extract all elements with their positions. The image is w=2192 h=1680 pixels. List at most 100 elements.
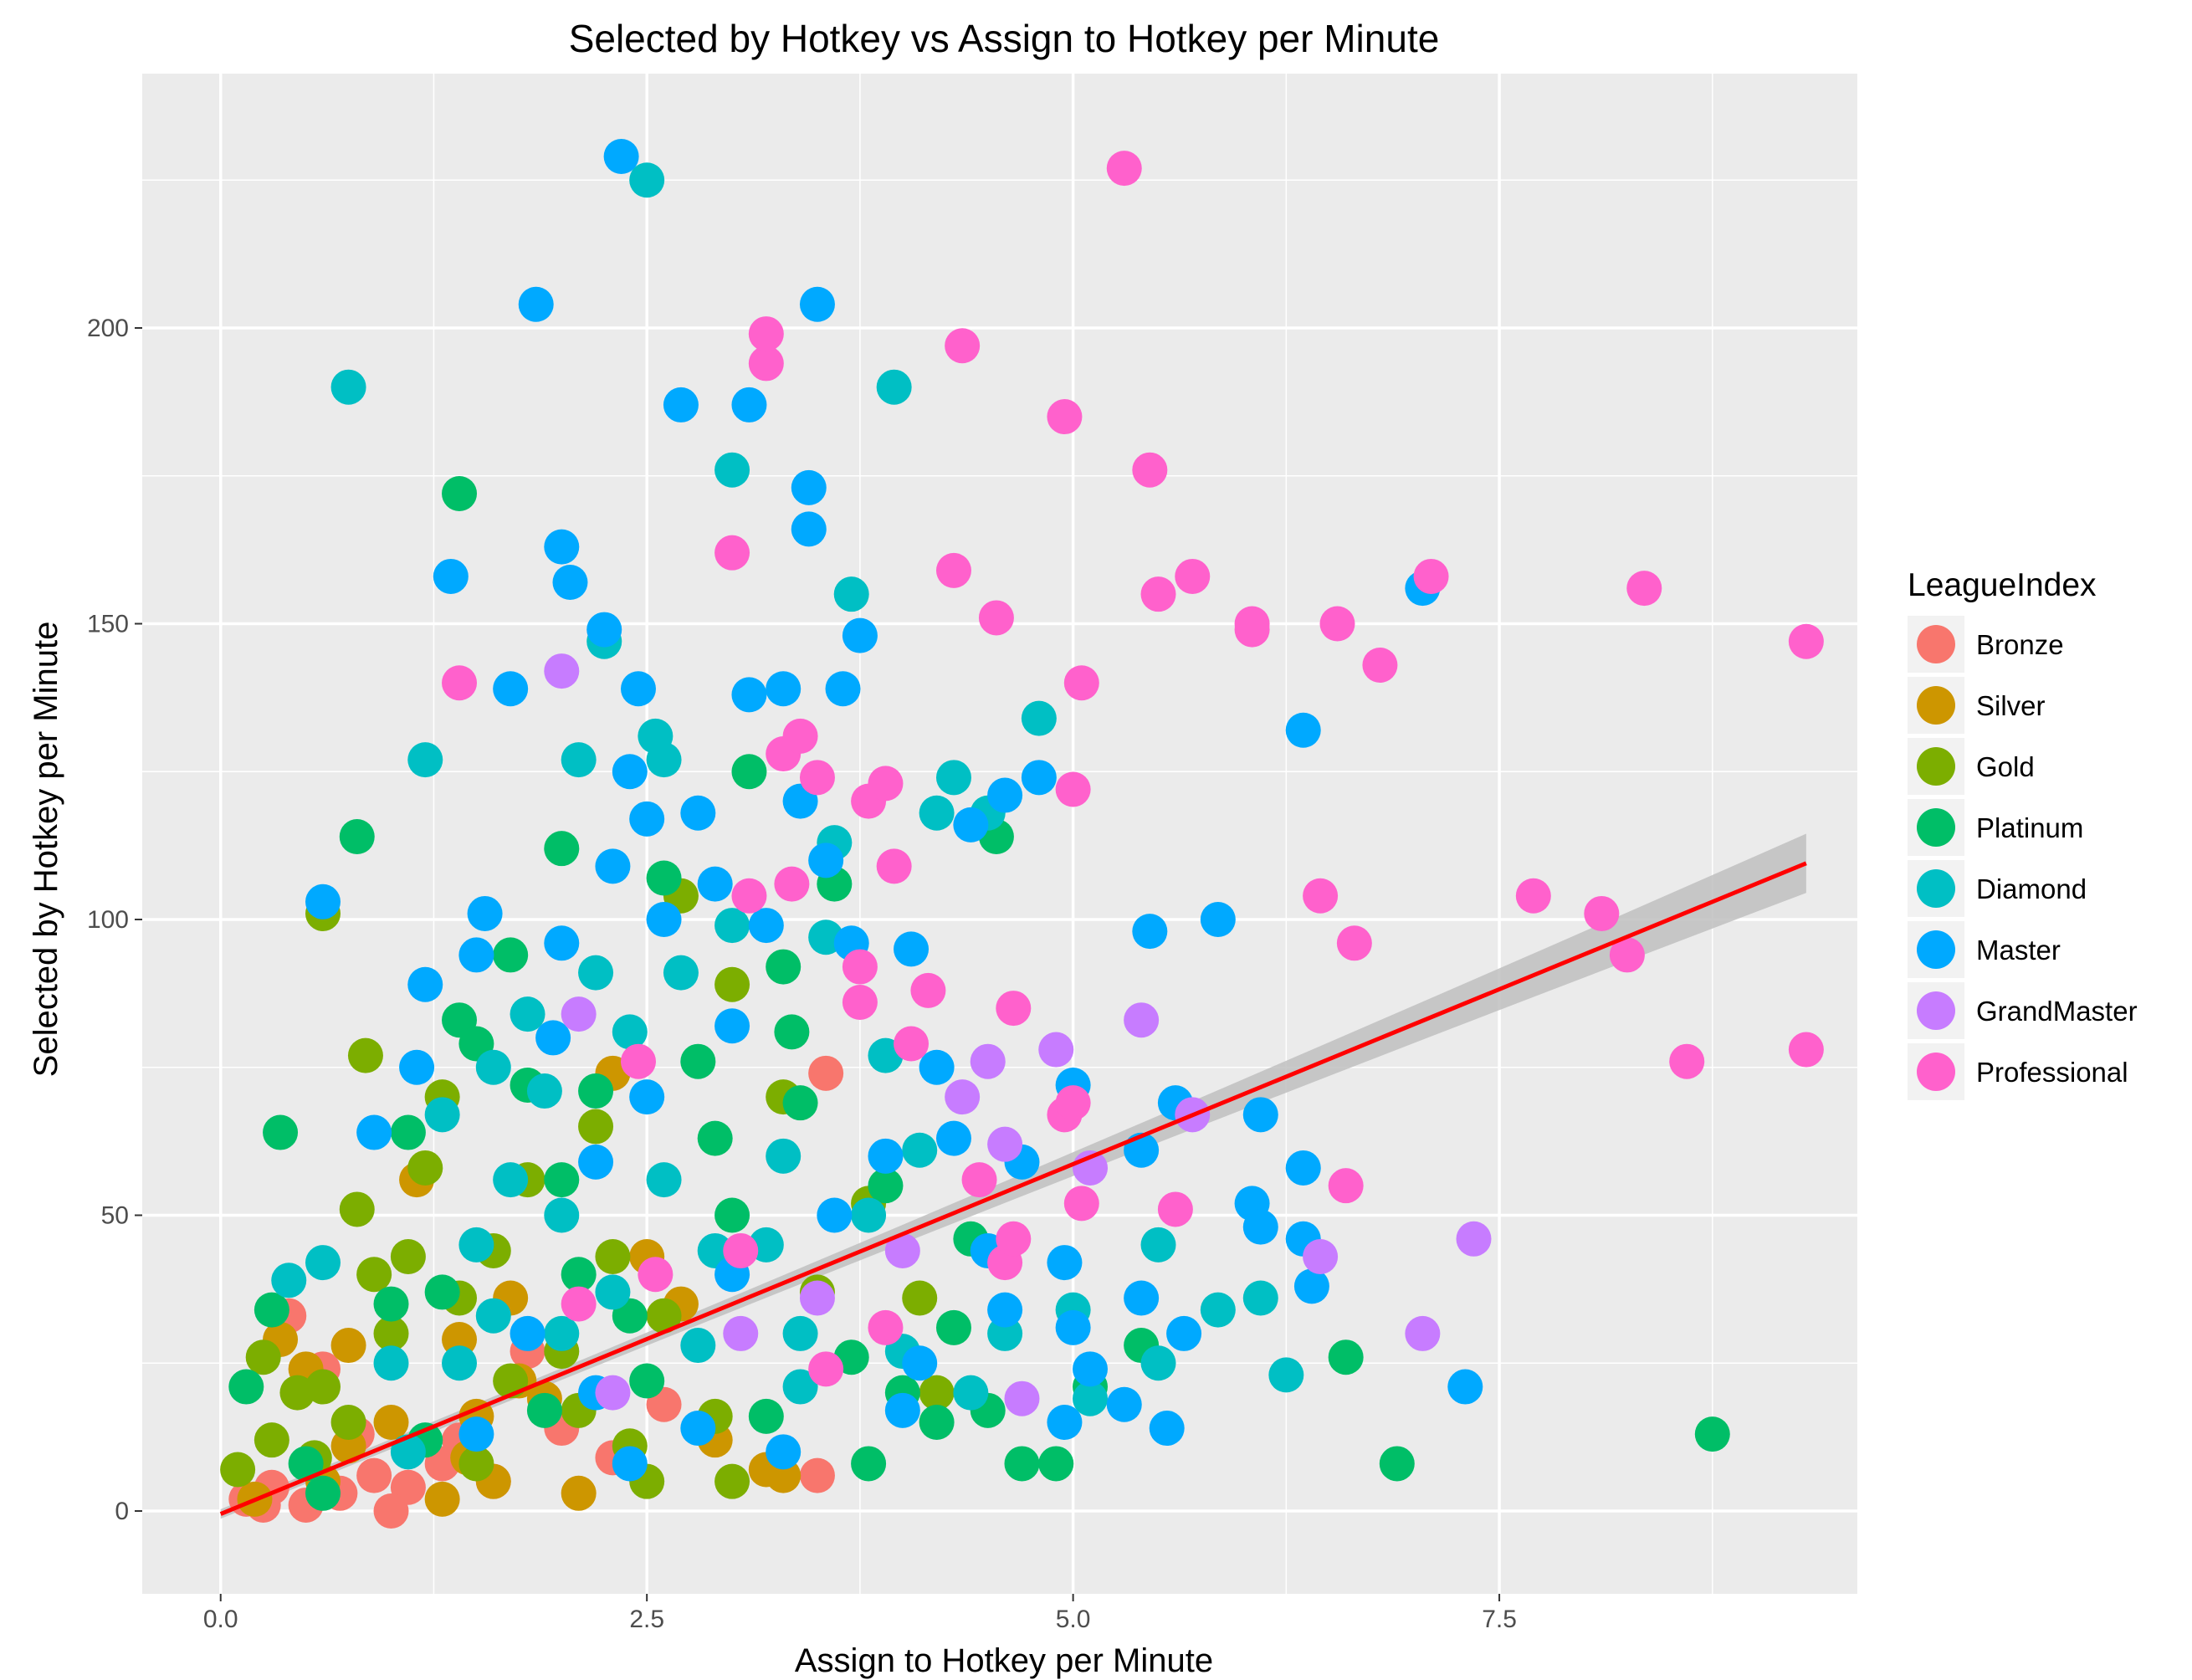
data-point [1124,1002,1160,1038]
legend-item-diamond: Diamond [1908,860,2087,917]
data-point [1073,1380,1109,1416]
data-point [1200,902,1236,938]
data-point [987,777,1023,813]
data-point [263,1114,299,1150]
legend-label: Bronze [1976,629,2064,660]
data-point [894,931,930,967]
legend-item-master: Master [1908,921,2061,978]
data-point [373,1315,409,1351]
data-point [1669,1043,1705,1079]
data-point [868,1168,904,1204]
data-point [339,1191,375,1227]
data-point [629,801,665,837]
data-point [1362,648,1398,684]
data-point [1328,1168,1364,1204]
data-point [1242,1209,1278,1245]
data-point [475,1049,511,1085]
data-point [493,937,529,973]
data-point [1328,1339,1364,1375]
data-point [1303,878,1339,914]
legend-label: Platinum [1976,812,2083,843]
data-point [629,1363,665,1399]
data-point [731,387,767,423]
data-point [552,565,588,601]
confidence-band [220,833,1806,1519]
data-point [561,742,597,778]
data-point [1175,558,1211,594]
data-point [833,576,869,612]
data-point [399,1049,435,1085]
data-point [1303,1239,1339,1275]
data-point [799,1280,835,1316]
data-point [544,1315,580,1351]
data-point [945,1079,981,1115]
data-point [526,1073,562,1109]
data-point [935,552,971,588]
data-point [714,1008,750,1044]
data-point [347,1037,383,1073]
trend-confidence-band [220,833,1806,1519]
trend-line [219,861,1807,1516]
data-point [808,1351,844,1387]
data-point [467,895,503,931]
data-point [305,1475,341,1511]
regression-line [219,861,1807,1516]
data-point [919,1375,955,1411]
data-point [373,1345,409,1381]
legend-label: Silver [1976,690,2046,721]
legend-swatch [1917,747,1955,786]
data-point [407,966,443,1002]
data-point [373,1404,409,1440]
data-point [1055,1085,1091,1121]
data-point [953,807,989,843]
data-point [1140,1345,1176,1381]
data-point [663,387,699,423]
data-point [544,529,580,565]
data-point [254,1292,289,1328]
data-point [987,1126,1023,1162]
data-point [1405,1315,1441,1351]
data-point [851,1197,887,1233]
data-point [493,1162,529,1198]
data-point [782,1085,818,1121]
data-point [1293,1268,1329,1304]
data-point [544,925,580,961]
data-point [1021,760,1057,796]
data-point [884,1232,920,1268]
y-tick-label: 150 [87,611,129,638]
data-point [714,452,750,488]
data-point [578,1073,614,1109]
data-point [356,1114,392,1150]
data-point [748,316,784,352]
data-point [424,1481,460,1517]
y-tick-label: 50 [101,1202,129,1230]
data-point [373,1493,409,1529]
data-point [945,328,981,364]
data-point [1106,151,1142,187]
data-point [1149,1411,1185,1447]
data-point [731,878,767,914]
data-point [902,1132,938,1168]
data-point [884,1392,920,1428]
data-point [305,884,341,919]
data-point [723,1315,759,1351]
legend-title: LeagueIndex [1908,567,2097,603]
data-point [842,617,878,653]
data-point [1285,712,1321,748]
data-point [782,1369,818,1405]
data-point [356,1257,392,1293]
data-point [842,984,878,1020]
data-point [544,1162,580,1198]
data-point [561,1257,597,1293]
legend-swatch [1917,625,1955,663]
data-point [510,996,545,1032]
data-point [424,1097,460,1133]
x-axis-ticks: 0.0 2.5 5.0 7.5 [203,1594,1517,1633]
data-point [697,866,733,902]
data-point [339,819,375,855]
data-point [1788,623,1824,659]
data-point [373,1286,409,1322]
data-point [510,1315,545,1351]
data-point [535,1020,571,1056]
